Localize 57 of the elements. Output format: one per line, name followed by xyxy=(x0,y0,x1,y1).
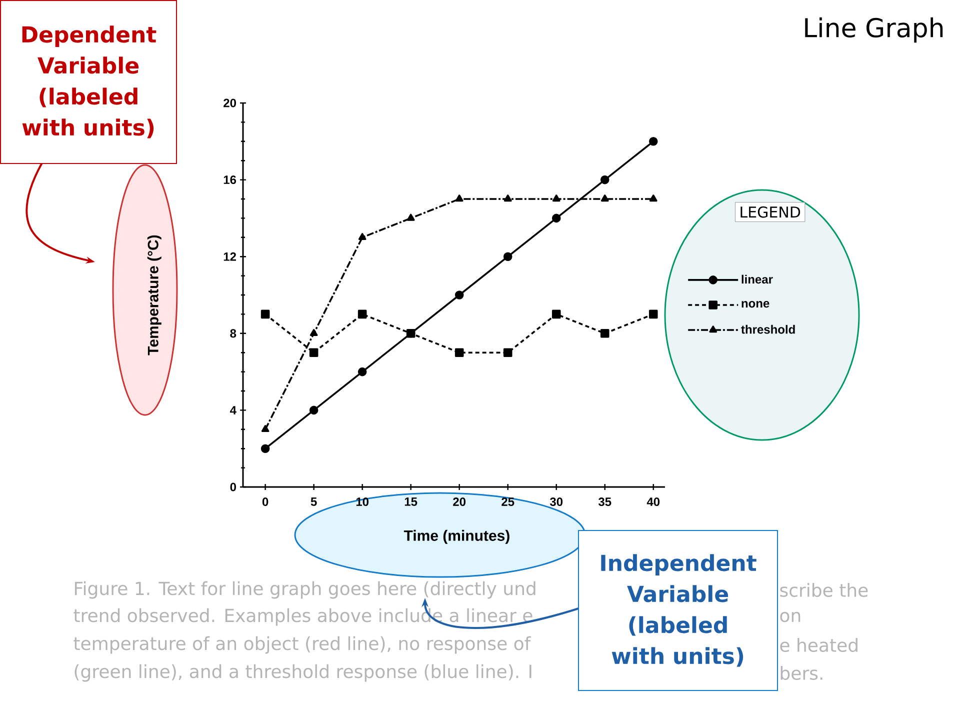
legend-label: linear xyxy=(742,274,773,284)
x-axis-title: Time (minutes) xyxy=(404,530,510,544)
point xyxy=(310,328,318,336)
x-tick-label: 0 xyxy=(262,498,268,506)
legend-title: LEGEND xyxy=(740,206,800,218)
point xyxy=(309,406,318,415)
x-tick-label: 15 xyxy=(404,498,418,506)
point xyxy=(260,310,270,319)
point xyxy=(455,194,464,202)
text: temperature of an object (red line), no response of xyxy=(74,636,532,654)
point xyxy=(454,290,464,300)
text: (green line), and a threshold response (blue line). I xyxy=(74,664,532,682)
point xyxy=(503,252,512,261)
point xyxy=(552,194,560,202)
point xyxy=(260,444,270,453)
y-tick-label: 12 xyxy=(224,252,236,261)
point xyxy=(503,348,512,357)
point xyxy=(358,232,366,240)
text: Dependent Variable (labeled with units) xyxy=(22,26,156,138)
x-tick-label: 25 xyxy=(502,498,514,506)
point xyxy=(406,328,416,338)
point xyxy=(454,348,464,357)
caption: Figure 1. Text for line graph goes here (directly und xyxy=(74,581,536,599)
point xyxy=(600,194,609,202)
point xyxy=(600,175,610,184)
point xyxy=(649,194,658,202)
x-tick-label: 30 xyxy=(550,498,563,506)
text: Line Graph xyxy=(805,17,943,43)
legend-label: none xyxy=(742,300,770,308)
point xyxy=(504,194,512,202)
y-tick-label: 16 xyxy=(224,176,236,184)
x-tick-label: 5 xyxy=(310,498,317,506)
point xyxy=(358,367,367,376)
point xyxy=(261,425,270,432)
y-tick-label: 0 xyxy=(230,482,236,492)
point xyxy=(552,310,561,319)
x-tick-label: 40 xyxy=(646,498,660,506)
x-tick-label: 20 xyxy=(453,498,466,506)
point xyxy=(648,136,658,146)
point xyxy=(309,348,318,357)
text: on xyxy=(780,612,800,622)
point xyxy=(406,214,415,221)
text: bers. xyxy=(780,666,822,680)
y-axis-title: Temperature (°C) xyxy=(147,235,162,356)
legend-label: threshold xyxy=(741,324,795,334)
text: scribe the xyxy=(780,583,868,597)
text: e heated xyxy=(780,638,858,652)
y-tick-label: 20 xyxy=(224,98,236,108)
point xyxy=(600,328,610,338)
x-tick-label: 10 xyxy=(356,498,369,506)
x-tick-label: 35 xyxy=(598,498,612,506)
y-tick-label: 4 xyxy=(230,406,236,414)
point xyxy=(358,310,367,319)
y-tick-label: 8 xyxy=(230,329,236,338)
point xyxy=(648,310,658,319)
point xyxy=(552,214,561,223)
text: Independent Variable (labeled with units) xyxy=(601,554,756,667)
